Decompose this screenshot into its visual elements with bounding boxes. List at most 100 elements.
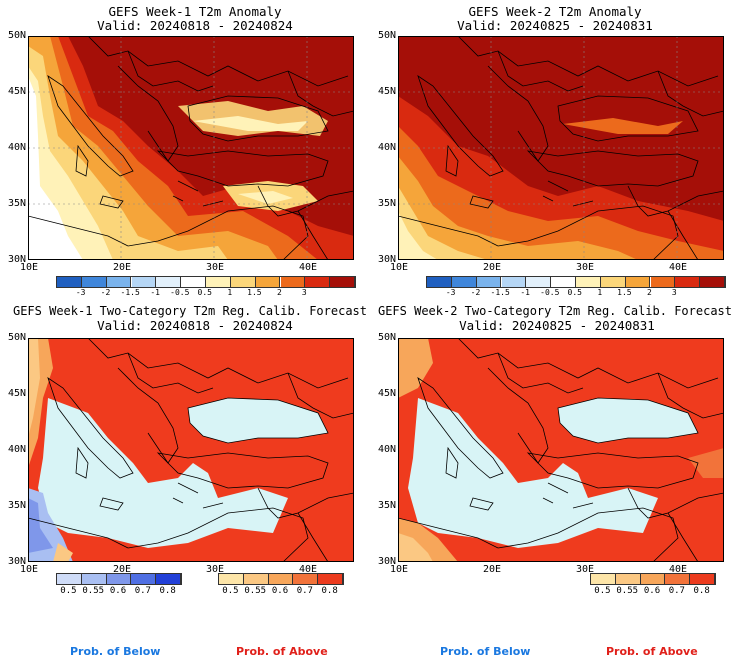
colorbar-tick-label: -2 [100,288,111,297]
colorbar-tick-label: 0.6 [643,586,661,596]
longitude-label: 40E [299,564,318,575]
colorbar-swatch [230,277,256,287]
panel-valid-week1-anomaly: Valid: 20240818 - 20240824 [97,18,293,33]
colorbar-tick-label: 0.5 [60,586,77,596]
colorbar-swatch [255,277,281,287]
latitude-label: 35N [7,500,26,511]
legend-prob-above-left: Prob. of Above [236,645,328,658]
panel-title-week2-anomaly: GEFS Week-2 T2m Anomaly [468,4,642,19]
latitude-label: 30N [377,254,396,265]
panel-title-week2-prob: GEFS Week-2 Two-Category T2m Reg. Calib.… [377,304,732,318]
colorbar-tick-label: 0.55 [244,586,267,596]
latitude-label: 30N [7,254,26,265]
longitude-label: 10E [20,262,39,273]
colorbar-swatch [576,277,601,287]
probability-map-week1 [28,338,354,562]
anomaly-map-week1 [28,36,354,260]
colorbar-tick-label: 0.8 [693,586,710,596]
latitude-label: 40N [7,444,26,455]
colorbar-tick-label: 0.7 [668,586,685,596]
colorbar-tick-label: -0.5 [170,288,190,297]
longitude-label: 40E [299,262,318,273]
longitude-label: 10E [20,564,39,575]
colorbar-tick-label: 0.6 [271,586,289,596]
colorbar-swatch [451,277,477,287]
colorbar-tick-label: -0.5 [540,288,560,297]
colorbar-tick-label: 0.7 [296,586,313,596]
colorbar-swatch [476,277,502,287]
longitude-label: 20E [113,564,132,575]
colorbar-swatch [156,277,182,287]
colorbar-swatch [293,574,319,584]
colorbar-tick-label: 1.5 [247,288,262,297]
colorbar-tick-label: -1.5 [120,288,140,297]
latitude-label: 35N [377,198,396,209]
colorbar-swatch [690,574,715,584]
anomaly-colorbar-week1 [56,276,356,288]
below-colorbar-week1 [56,573,182,585]
colorbar-swatch [551,277,576,287]
colorbar-swatch [591,574,616,584]
colorbar-swatch [675,277,701,287]
colorbar-swatch [280,277,306,287]
colorbar-tick-label: 0.5 [222,586,239,596]
latitude-label: 45N [7,388,26,399]
above-colorbar-week1 [218,573,344,585]
panel-title-week1-anomaly: GEFS Week-1 T2m Anomaly [108,4,282,19]
longitude-label: 40E [669,564,688,575]
latitude-label: 45N [7,86,26,97]
latitude-label: 30N [377,556,396,567]
colorbar-swatch [156,574,181,584]
colorbar-tick-label: 0.5 [197,288,212,297]
colorbar-tick-label: 0.8 [321,586,338,596]
longitude-label: 40E [669,262,688,273]
colorbar-swatch [501,277,527,287]
latitude-label: 35N [377,500,396,511]
colorbar-tick-label: 0.7 [134,586,151,596]
legend-prob-below-left: Prob. of Below [70,645,161,658]
latitude-label: 45N [377,86,396,97]
colorbar-tick-label: -1 [520,288,530,297]
colorbar-swatch [330,277,355,287]
colorbar-swatch [131,574,157,584]
colorbar-tick-label: 2 [277,288,282,297]
colorbar-swatch [106,574,132,584]
latitude-label: 50N [377,30,396,41]
colorbar-tick-label: 3 [671,288,677,297]
colorbar-tick-label: 2 [647,288,652,297]
longitude-label: 30E [576,262,595,273]
colorbar-swatch [318,574,343,584]
colorbar-tick-label: 1 [227,288,233,297]
latitude-label: 50N [7,30,26,41]
colorbar-swatch [81,277,107,287]
colorbar-swatch [131,277,157,287]
colorbar-swatch [700,277,725,287]
colorbar-swatch [181,277,206,287]
latitude-label: 40N [7,142,26,153]
colorbar-swatch [57,277,82,287]
colorbar-swatch [615,574,641,584]
colorbar-swatch [106,277,132,287]
legend-prob-above-right: Prob. of Above [606,645,698,658]
anomaly-map-week2 [398,36,724,260]
colorbar-tick-label: -2 [470,288,481,297]
latitude-label: 50N [377,332,396,343]
longitude-label: 20E [113,262,132,273]
colorbar-tick-label: 0.5 [594,586,611,596]
colorbar-tick-label: 0.55 [616,586,639,596]
panel-valid-week2-prob: Valid: 20240825 - 20240831 [459,318,655,333]
longitude-label: 30E [576,564,595,575]
panel-title-week1-prob: GEFS Week-1 Two-Category T2m Reg. Calib.… [12,304,367,318]
colorbar-swatch [640,574,666,584]
colorbar-tick-label: 0.5 [567,288,582,297]
panel-valid-week1-prob: Valid: 20240818 - 20240824 [97,318,293,333]
panel-valid-week2-anomaly: Valid: 20240825 - 20240831 [457,18,653,33]
probability-map-week2 [398,338,724,562]
latitude-label: 50N [7,332,26,343]
latitude-label: 45N [377,388,396,399]
colorbar-tick-label: 3 [301,288,307,297]
longitude-label: 30E [206,262,225,273]
colorbar-swatch [526,277,552,287]
legend-prob-below-right: Prob. of Below [440,645,531,658]
latitude-label: 40N [377,444,396,455]
